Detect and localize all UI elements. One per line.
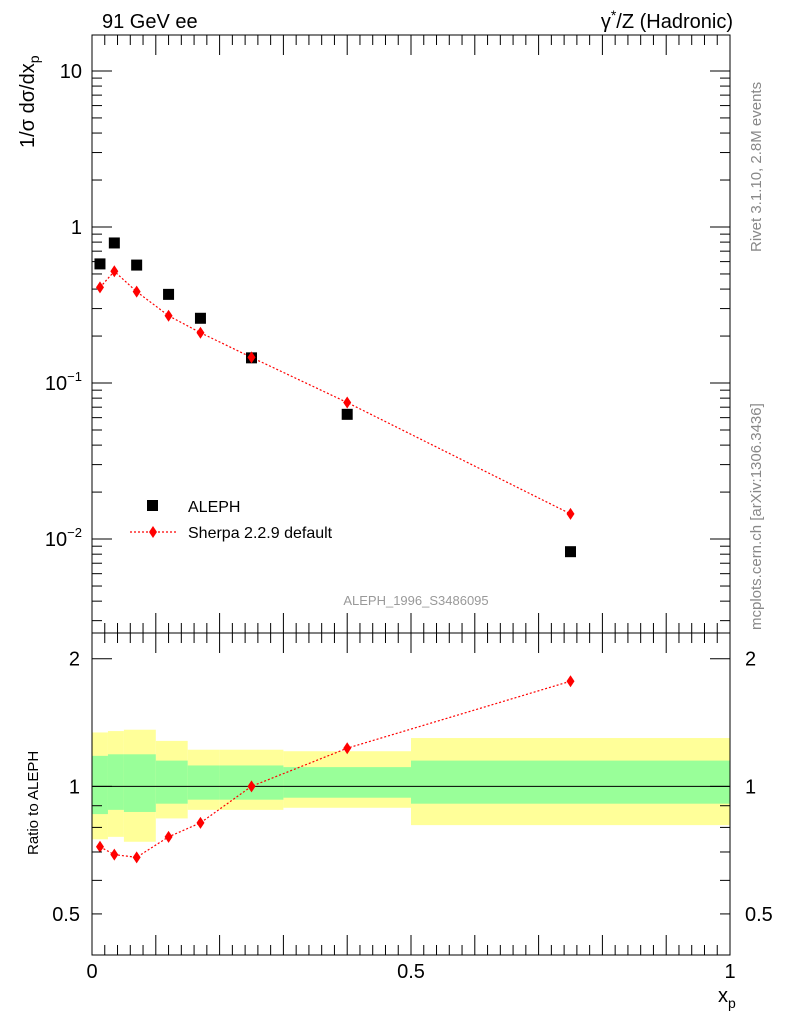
ratio-sherpa-point — [95, 840, 104, 853]
ratio-sherpa-polyline — [99, 680, 571, 858]
header-right-star: * — [611, 7, 617, 23]
ratio-sherpa-point — [110, 848, 119, 861]
ratio-x-ticks — [91, 633, 731, 955]
ratio-sherpa-point — [132, 851, 141, 864]
inner-band — [92, 755, 108, 815]
ratio-y-tick-label-right: 1 — [745, 776, 756, 798]
ratio-y-tick-label: 1 — [69, 776, 80, 798]
ratio-sherpa-point — [164, 830, 173, 843]
ratio-y-axis-label: Ratio to ALEPH — [25, 751, 42, 855]
main-y-tick-label-exp: −2 — [67, 525, 82, 540]
main-y-tick-label-base: 10 — [45, 529, 67, 551]
x-axis-label-main: x — [718, 985, 728, 1007]
sherpa-point — [566, 507, 575, 520]
main-y-tick-label: 10 — [60, 61, 82, 83]
x-axis-label: xp — [718, 985, 736, 1011]
ratio-sherpa-points — [95, 675, 575, 864]
ratio-sherpa-point — [566, 675, 575, 688]
header-right-label: γ*/Z (Hadronic) — [601, 7, 733, 33]
analysis-label: ALEPH_1996_S3486095 — [343, 593, 488, 608]
sherpa-point — [343, 396, 352, 409]
inner-band — [155, 760, 188, 804]
aleph-point — [565, 546, 576, 558]
aleph-point — [341, 408, 353, 420]
rivet-label: Rivet 3.1.10, 2.8M events — [748, 82, 765, 252]
main-y-tick-label-base: 1 — [71, 217, 82, 239]
inner-band — [107, 754, 124, 810]
main-y-tick-label: 10−2 — [45, 525, 82, 551]
aleph-point — [194, 312, 206, 324]
main-y-tick-label-base: 10 — [45, 373, 67, 395]
inner-band — [187, 765, 220, 800]
ratio-y-tick-label: 2 — [69, 649, 80, 671]
x-tick-label: 0 — [86, 961, 97, 983]
ratio-sherpa-point — [247, 780, 256, 793]
main-y-tick-label: 10−1 — [45, 369, 82, 395]
main-y-axis-label: 1/σ dσ/dxp — [17, 55, 42, 148]
legend: ALEPH Sherpa 2.2.9 default — [130, 499, 333, 542]
legend-label-aleph: ALEPH — [188, 499, 240, 516]
inner-band — [411, 760, 730, 804]
ratio-sherpa-point — [196, 816, 205, 829]
sherpa-point — [247, 351, 256, 364]
ratio-y-tick-labels: 210.5 — [52, 649, 80, 926]
main-y-tick-label-exp: −1 — [67, 369, 82, 384]
header-right-gamma: γ — [601, 11, 611, 33]
legend-label-sherpa: Sherpa 2.2.9 default — [188, 525, 333, 542]
sherpa-points — [95, 265, 575, 520]
main-y-axis-label-main: 1/σ dσ/dx — [17, 63, 39, 148]
inner-band — [123, 754, 156, 812]
ratio-sherpa-point — [343, 742, 352, 755]
main-y-axis-label-sub: p — [26, 55, 42, 63]
aleph-point — [94, 258, 106, 270]
x-axis-label-sub: p — [728, 995, 736, 1011]
ratio-y-tick-labels-right: 210.5 — [745, 649, 773, 926]
sherpa-point — [95, 281, 104, 294]
legend-marker-aleph — [147, 500, 158, 511]
main-y-tick-label: 1 — [71, 217, 82, 239]
sherpa-point — [110, 265, 119, 278]
sherpa-point — [164, 309, 173, 322]
main-y-ticks — [92, 70, 730, 622]
inner-band — [283, 767, 411, 798]
ratio-sherpa-line — [99, 680, 571, 858]
main-y-tick-label-base: 10 — [60, 61, 82, 83]
x-tick-label: 0.5 — [397, 961, 425, 983]
sherpa-point — [196, 326, 205, 339]
mcplots-label: mcplots.cern.ch [arXiv:1306.3436] — [748, 403, 765, 630]
aleph-point — [131, 259, 143, 271]
main-x-ticks — [91, 35, 731, 633]
ratio-panel: 210.5 210.5 Ratio to ALEPH — [25, 632, 773, 956]
sherpa-line — [99, 270, 571, 515]
x-tick-labels: 0 0.5 1 — [86, 961, 735, 983]
sherpa-point — [132, 285, 141, 298]
aleph-point — [163, 288, 175, 300]
ratio-y-tick-label-right: 0.5 — [745, 904, 773, 926]
ratio-y-tick-label-right: 2 — [745, 649, 756, 671]
legend-marker-sherpa — [149, 526, 157, 538]
sherpa-polyline — [99, 270, 571, 515]
aleph-point — [108, 237, 120, 249]
header-right-rest: /Z (Hadronic) — [616, 11, 733, 33]
header-left-label: 91 GeV ee — [102, 11, 198, 33]
uncertainty-bands — [92, 729, 730, 842]
main-frame — [91, 34, 731, 634]
x-tick-label: 1 — [724, 961, 735, 983]
ratio-y-ticks — [92, 658, 730, 956]
ratio-y-tick-label: 0.5 — [52, 904, 80, 926]
